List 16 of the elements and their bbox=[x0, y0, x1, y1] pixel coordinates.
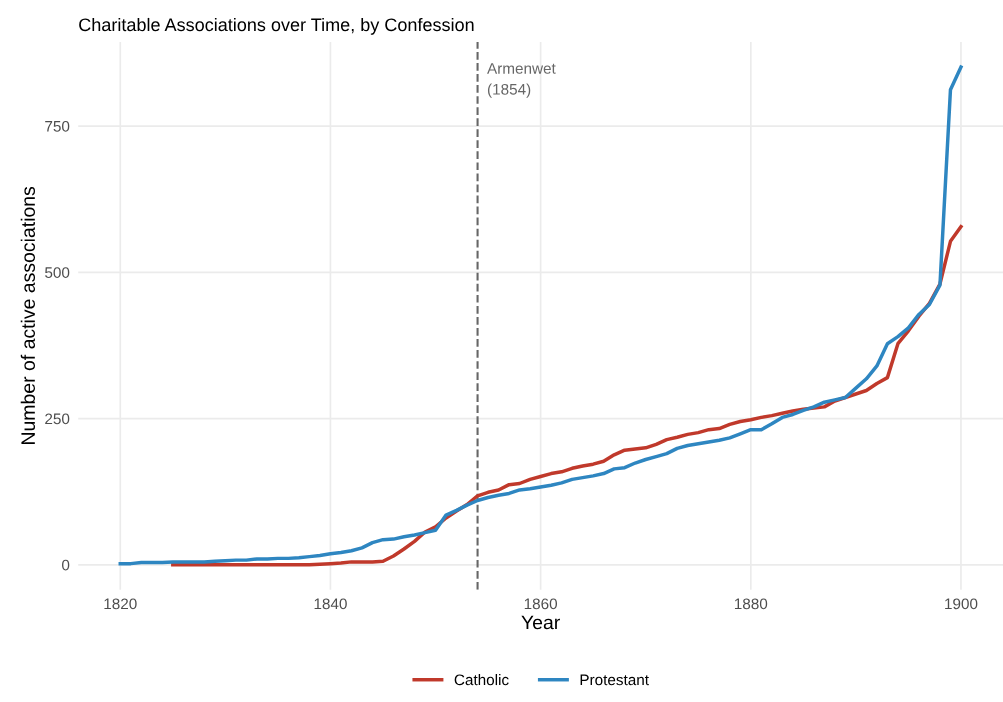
y-axis-title: Number of active associations bbox=[20, 186, 36, 444]
chart-title: Charitable Associations over Time, by Confession bbox=[79, 17, 474, 35]
y-tick-label: 750 bbox=[45, 120, 70, 132]
y-tick-label: 250 bbox=[45, 413, 70, 425]
legend-label: Catholic bbox=[454, 674, 509, 686]
legend-label: Protestant bbox=[580, 674, 649, 686]
y-tick-label: 0 bbox=[62, 559, 70, 571]
y-tick-label: 500 bbox=[45, 267, 70, 278]
x-tick-label: 1900 bbox=[945, 598, 978, 610]
x-tick-label: 1880 bbox=[734, 598, 768, 610]
x-axis-title: Year bbox=[521, 615, 560, 630]
x-tick-label: 1860 bbox=[524, 598, 558, 610]
line-series bbox=[118, 65, 963, 566]
x-tick-label: 1840 bbox=[314, 598, 347, 610]
ref-line-label: Armenwet (1854) bbox=[487, 63, 556, 98]
x-tick-label: 1820 bbox=[104, 598, 137, 610]
